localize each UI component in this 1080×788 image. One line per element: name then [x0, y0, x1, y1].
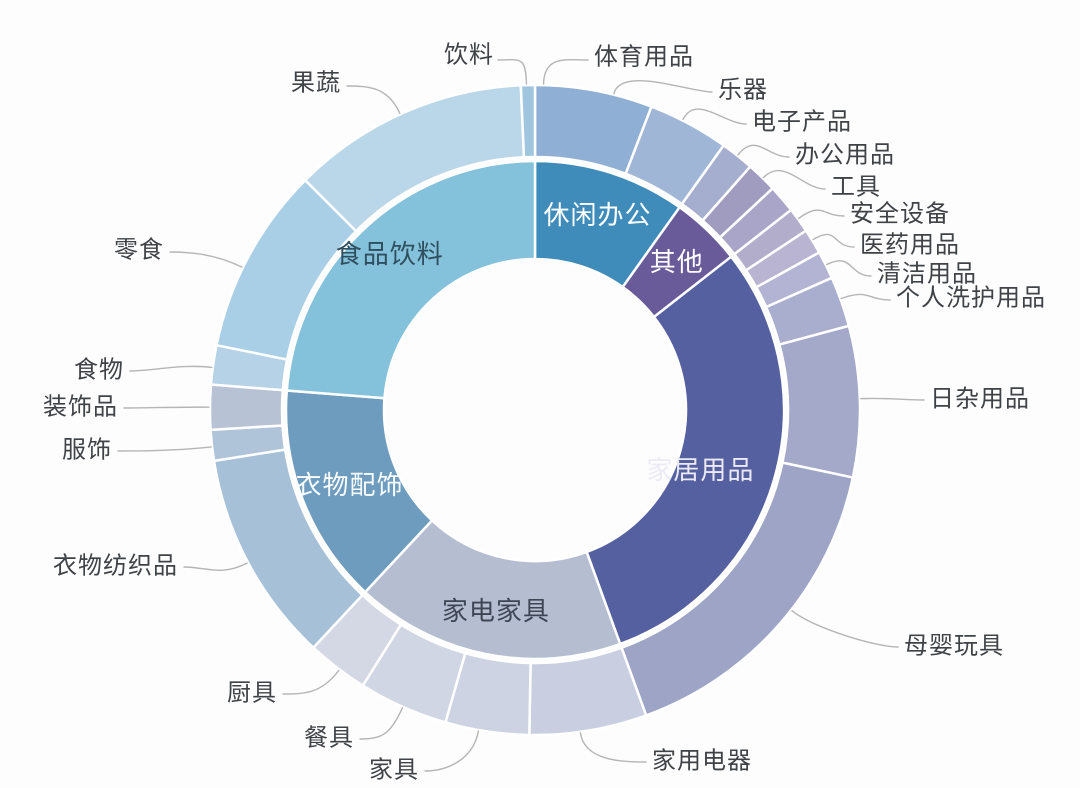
- outer-label-clothing-textiles: 衣物纺织品: [53, 553, 178, 580]
- leader-line-kitchenware: [282, 669, 340, 695]
- leader-line-furniture: [424, 730, 480, 772]
- outer-label-decorations: 装饰品: [43, 394, 118, 421]
- outer-label-musical-instruments: 乐器: [718, 77, 768, 104]
- leader-line-office-supplies: [737, 144, 790, 158]
- outer-label-tools: 工具: [831, 174, 881, 201]
- outer-label-kitchenware: 厨具: [227, 680, 277, 707]
- outer-label-daily-sundries: 日杂用品: [930, 386, 1030, 413]
- leader-line-fruits-vegetables: [346, 85, 401, 115]
- outer-label-personal-care: 个人洗护用品: [896, 285, 1046, 312]
- outer-label-safety-equipment: 安全设备: [850, 201, 950, 228]
- leader-line-cleaning-supplies: [826, 260, 872, 277]
- leader-line-sports-goods: [542, 59, 589, 85]
- leader-line-food: [129, 365, 213, 372]
- leader-line-beverages: [497, 58, 528, 85]
- outer-slice-beverages[interactable]: [519, 83, 537, 159]
- outer-label-home-appliances: 家用电器: [652, 748, 752, 775]
- leader-line-clothing-textiles: [183, 562, 248, 571]
- outer-label-cleaning-supplies: 清洁用品: [877, 261, 977, 288]
- outer-label-apparel: 服饰: [62, 437, 112, 464]
- outer-label-furniture: 家具: [369, 757, 419, 784]
- inner-label-appliances-furniture: 家电家具: [442, 596, 550, 626]
- outer-label-food: 食物: [74, 357, 124, 384]
- outer-label-fruits-vegetables: 果蔬: [291, 70, 341, 97]
- inner-label-household-goods: 家居用品: [646, 455, 754, 485]
- leader-line-tableware: [359, 707, 404, 740]
- outer-slice-daily-sundries[interactable]: [778, 324, 862, 479]
- leader-line-baby-toys: [791, 610, 899, 648]
- inner-slice-food-beverage[interactable]: [285, 159, 537, 400]
- leader-line-apparel: [117, 446, 212, 452]
- leader-line-personal-care: [840, 293, 891, 301]
- outer-label-beverages: 饮料: [444, 42, 494, 69]
- leader-line-snacks: [169, 251, 243, 268]
- outer-label-electronics: 电子产品: [752, 109, 852, 136]
- leader-line-musical-instruments: [613, 80, 713, 95]
- outer-label-tableware: 餐具: [304, 725, 354, 752]
- inner-label-food-beverage: 食品饮料: [336, 239, 444, 269]
- outer-label-office-supplies: 办公用品: [795, 142, 895, 169]
- inner-label-other: 其他: [650, 247, 704, 277]
- inner-slice-household-goods[interactable]: [585, 255, 786, 646]
- slices-layer: [208, 83, 862, 737]
- outer-label-medical-supplies: 医药用品: [860, 232, 960, 259]
- leader-line-safety-equipment: [798, 209, 845, 220]
- outer-label-sports-goods: 体育用品: [594, 44, 694, 71]
- leader-line-daily-sundries: [860, 397, 925, 401]
- inner-label-leisure-office: 休闲办公: [543, 200, 651, 230]
- leader-line-electronics: [682, 108, 747, 125]
- inner-label-clothing-accessories: 衣物配饰: [296, 470, 404, 500]
- leader-lines-layer: [117, 58, 925, 772]
- outer-slice-decorations[interactable]: [208, 383, 285, 432]
- leader-line-decorations: [123, 406, 210, 409]
- outer-label-snacks: 零食: [114, 237, 164, 264]
- leader-line-medical-supplies: [812, 233, 855, 248]
- leader-line-tools: [762, 170, 826, 190]
- leader-line-home-appliances: [579, 732, 647, 763]
- outer-label-baby-toys: 母婴玩具: [904, 633, 1004, 660]
